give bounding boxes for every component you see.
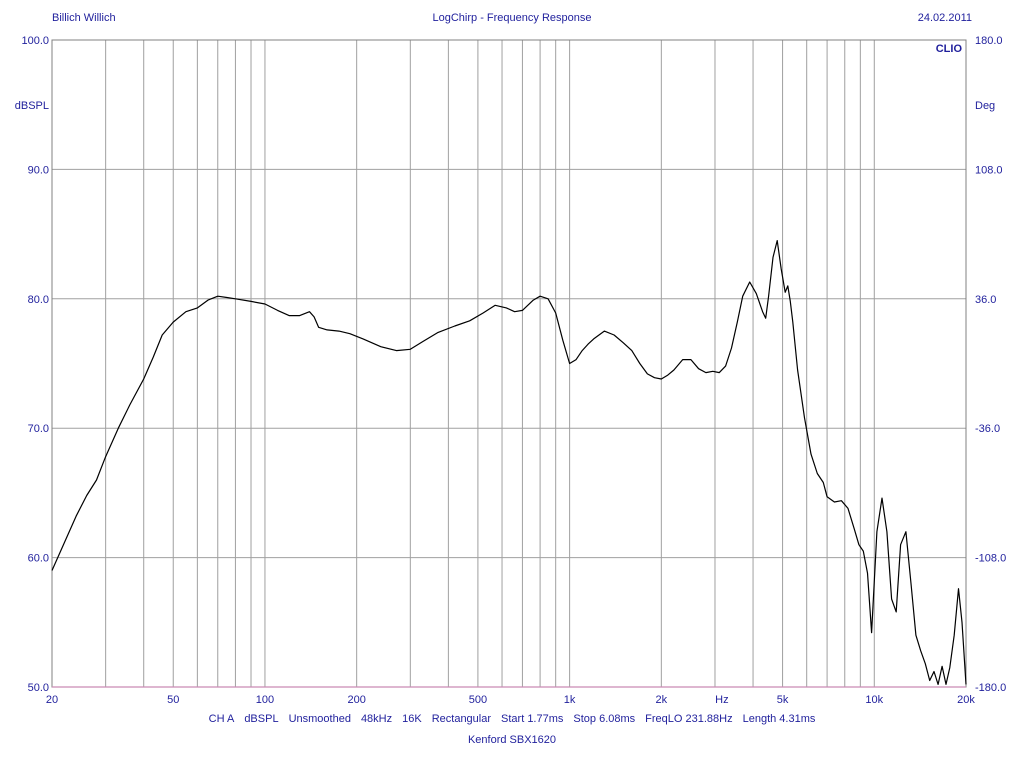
y2-tick-label: 180.0 bbox=[975, 35, 1003, 47]
y2-axis-label: Deg bbox=[975, 100, 995, 112]
y-tick-label: 60.0 bbox=[28, 553, 49, 565]
plot-frame bbox=[51, 39, 967, 688]
settings-fft-size: 16K bbox=[402, 713, 422, 725]
x-tick-label: 20 bbox=[46, 694, 58, 706]
x-tick-label: 100 bbox=[256, 694, 274, 706]
y-tick-label: 100.0 bbox=[21, 35, 49, 47]
y-axis-label: dBSPL bbox=[15, 100, 49, 112]
x-tick-label: 500 bbox=[469, 694, 487, 706]
measurement-settings: CH A dBSPL Unsmoothed 48kHz 16K Rectangular St… bbox=[0, 713, 1024, 725]
response-curve bbox=[51, 240, 967, 685]
settings-start: Start 1.77ms bbox=[501, 713, 564, 725]
x-axis-label: Hz bbox=[715, 694, 728, 706]
settings-channel: CH A bbox=[208, 713, 235, 725]
y2-tick-label: -108.0 bbox=[975, 553, 1006, 565]
x-tick-label: 50 bbox=[167, 694, 179, 706]
settings-freq-lo: FreqLO 231.88Hz bbox=[645, 713, 733, 725]
clio-logo: CLIO bbox=[936, 43, 963, 55]
x-tick-label: 1k bbox=[564, 694, 576, 706]
settings-sample-rate: 48kHz bbox=[360, 713, 393, 725]
y2-tick-label: -36.0 bbox=[975, 423, 1000, 435]
x-tick-label: 200 bbox=[347, 694, 365, 706]
x-tick-label: 10k bbox=[865, 694, 883, 706]
y-tick-label: 80.0 bbox=[28, 294, 49, 306]
x-tick-label: 5k bbox=[777, 694, 789, 706]
settings-unit: dBSPL bbox=[244, 713, 279, 725]
chart-title: LogChirp - Frequency Response bbox=[432, 12, 592, 24]
date-label: 24.02.2011 bbox=[917, 12, 972, 24]
settings-smoothing: Unsmoothed bbox=[288, 713, 351, 725]
device-label: Kenford SBX1620 bbox=[467, 734, 557, 746]
settings-length: Length 4.31ms bbox=[742, 713, 816, 725]
x-tick-label: 20k bbox=[957, 694, 975, 706]
y-tick-label: 50.0 bbox=[28, 682, 49, 694]
y-tick-label: 70.0 bbox=[28, 423, 49, 435]
y2-tick-label: 36.0 bbox=[975, 294, 996, 306]
y-tick-label: 90.0 bbox=[28, 164, 49, 176]
settings-window: Rectangular bbox=[431, 713, 492, 725]
x-tick-label: 2k bbox=[656, 694, 668, 706]
author-label: Billich Willich bbox=[52, 12, 116, 24]
y2-tick-label: -180.0 bbox=[975, 682, 1006, 694]
settings-stop: Stop 6.08ms bbox=[573, 713, 636, 725]
y2-tick-label: 108.0 bbox=[975, 164, 1003, 176]
